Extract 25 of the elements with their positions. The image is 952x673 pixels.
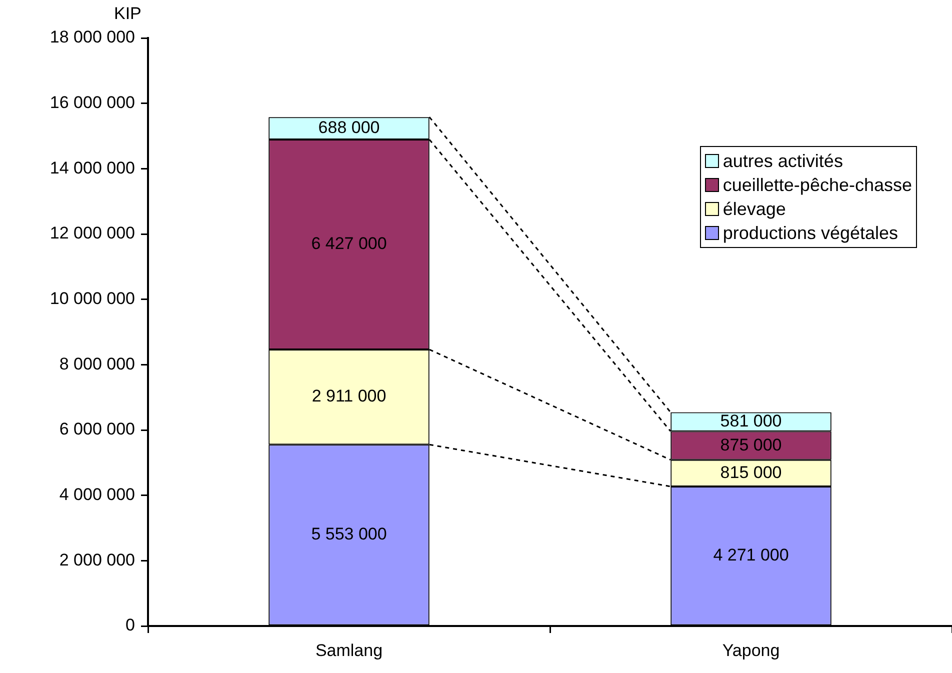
x-tick-label: Yapong: [722, 640, 780, 660]
y-tick-label: 16 000 000: [50, 93, 135, 112]
y-tick-label: 6 000 000: [59, 420, 135, 439]
y-tick-label: 14 000 000: [50, 158, 135, 178]
y-tick-label: 12 000 000: [50, 224, 135, 243]
data-label: 6 427 000: [311, 234, 387, 254]
data-label: 815 000: [720, 462, 782, 482]
y-tick-label: 8 000 000: [59, 354, 135, 374]
y-tick-label: 18 000 000: [50, 28, 135, 47]
data-label: 875 000: [720, 435, 782, 454]
legend-label: élevage: [722, 198, 786, 221]
data-label: 5 553 000: [311, 524, 387, 544]
data-label: 688 000: [318, 118, 380, 138]
data-label: 2 911 000: [312, 386, 386, 406]
y-tick-label: 4 000 000: [59, 485, 135, 504]
y-tick-label: 10 000 000: [50, 289, 135, 308]
y-tick-label: 2 000 000: [59, 550, 135, 570]
legend-label: autres activités: [722, 150, 843, 173]
y-axis-title: KIP: [114, 4, 142, 24]
legend-label: cueillette-pêche-chasse: [722, 174, 912, 197]
y-tick-label: 0: [126, 616, 135, 635]
legend-label: productions végétales: [722, 222, 898, 245]
x-tick-label: Samlang: [315, 640, 383, 660]
data-label: 581 000: [720, 411, 782, 430]
data-label: 4 271 000: [713, 546, 789, 565]
